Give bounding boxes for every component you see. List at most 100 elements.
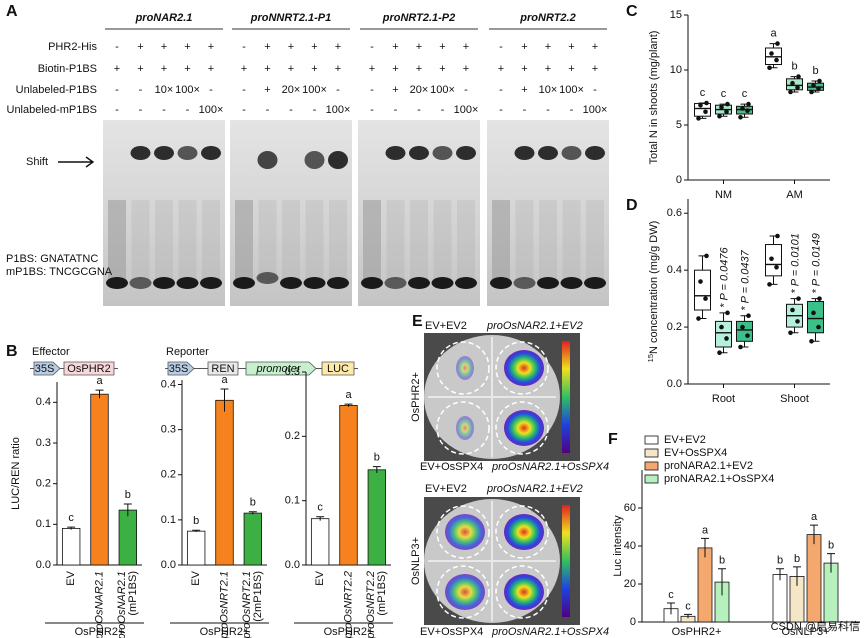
free-probe (490, 277, 512, 289)
x-tick-label: proOsNRT2.2 (342, 571, 354, 638)
data-point (696, 316, 701, 321)
x-tick-label: NM (715, 189, 732, 201)
x-tick-label: Shoot (780, 393, 809, 405)
smear (155, 200, 173, 280)
box (715, 320, 732, 348)
error-bar (67, 526, 76, 530)
data-point (767, 65, 772, 71)
x-tick-label: OsPHR2+ (672, 626, 722, 638)
shift-band (304, 151, 325, 169)
group-label: OsPHR2+ (200, 626, 250, 638)
leaf-label: proOsNAR2.1+OsSPX4 (491, 461, 609, 473)
lane-symbol: - (417, 104, 421, 116)
error-bar (667, 602, 675, 615)
y-tick-label: 0.0 (36, 559, 51, 571)
smear (282, 200, 300, 280)
lane-symbol: + (311, 41, 317, 53)
row-label: PHR2-His (48, 41, 97, 53)
bar (367, 469, 387, 566)
lane-symbol: + (161, 63, 167, 75)
lane-symbol: - (570, 104, 574, 116)
sig-letter: a (770, 28, 777, 40)
sig-letter: c (742, 88, 748, 100)
free-probe (106, 277, 128, 289)
panel-label: B (6, 343, 18, 360)
lane-symbol: - (499, 104, 503, 116)
infiltration-zone (495, 341, 549, 395)
y-tick-label: 0 (676, 174, 682, 186)
y-axis-label: LUC/REN ratio (10, 437, 22, 510)
lane-symbol: + (335, 63, 341, 75)
leaf-label: EV+OsSPX4 (420, 461, 483, 473)
y-tick-label: 0.4 (667, 264, 682, 276)
error-bar (827, 553, 835, 573)
legend-label: proNARA2.1+OsSPX4 (664, 473, 774, 485)
data-point (769, 256, 774, 262)
leaf-side-label: OsPHR2+ (410, 372, 422, 422)
lane-symbol: + (568, 63, 574, 75)
color-scale (562, 505, 570, 617)
group-label: OsPHR2+ (75, 626, 125, 638)
gel-title: proNAR2.1 (135, 12, 193, 24)
shift-band (257, 151, 278, 169)
x-tick-label: proOsNAR2.1 (116, 571, 128, 638)
free-probe (408, 277, 430, 289)
error-bar (810, 524, 818, 545)
data-point (788, 330, 793, 336)
lane-symbol: + (545, 63, 551, 75)
lane-symbol: - (242, 104, 246, 116)
error-bar (123, 503, 132, 517)
part-label: 35S (35, 363, 55, 375)
lane-symbol: 100× (326, 104, 351, 116)
legend-swatch (644, 448, 659, 458)
lane-symbol: + (392, 63, 398, 75)
data-point (774, 57, 779, 63)
bar (90, 393, 109, 566)
legend-label: EV+EV2 (664, 434, 706, 446)
leaf-label: EV+EV2 (425, 320, 467, 332)
lane-symbol: - (499, 41, 503, 53)
lane-symbol: - (593, 84, 597, 96)
lane-symbol: - (242, 41, 246, 53)
smear (457, 200, 475, 280)
data-point (775, 233, 780, 239)
infiltration-zone (495, 401, 549, 455)
shift-band (385, 146, 406, 160)
lane-symbol: + (521, 84, 527, 96)
smear (258, 200, 277, 280)
data-point (817, 78, 822, 84)
free-probe (361, 277, 383, 289)
leaf-label: proOsNAR2.1+OsSPX4 (491, 626, 609, 638)
leaf-label: proOsNAR2.1+EV2 (486, 483, 583, 495)
lane-symbol: + (592, 41, 598, 53)
bar (215, 399, 234, 566)
part-label: REN (211, 363, 234, 375)
y-tick-label: 0.3 (161, 424, 176, 436)
part-label: promoter (255, 363, 301, 375)
y-tick-label: 0.0 (667, 378, 682, 390)
free-probe (384, 277, 407, 289)
y-tick-label: 0.1 (36, 518, 51, 530)
y-axis-label: Total N in shoots (mg/plant) (648, 31, 660, 165)
lane-symbol: - (499, 84, 503, 96)
y-tick-label: 0.2 (36, 478, 51, 490)
data-point (740, 106, 745, 111)
shift-band (561, 146, 582, 160)
sig-letter: c (668, 589, 674, 601)
lane-symbol: + (184, 63, 190, 75)
data-point (795, 85, 800, 90)
lane-symbol: + (161, 41, 167, 53)
lane-symbol: 100× (454, 104, 479, 116)
sig-letter: b (791, 61, 797, 73)
x-tick-label: EV (190, 570, 202, 585)
sig-letter: c (685, 600, 691, 612)
data-point (796, 296, 801, 301)
gel-title: proNRT2.1-P2 (382, 12, 456, 24)
lane-symbol: + (137, 63, 143, 75)
data-point (740, 324, 745, 330)
smear (235, 200, 253, 280)
bar (118, 509, 138, 566)
lane-symbol: - (370, 41, 374, 53)
motif: P1BS: GNATATNC (6, 253, 98, 265)
bar (61, 528, 81, 566)
